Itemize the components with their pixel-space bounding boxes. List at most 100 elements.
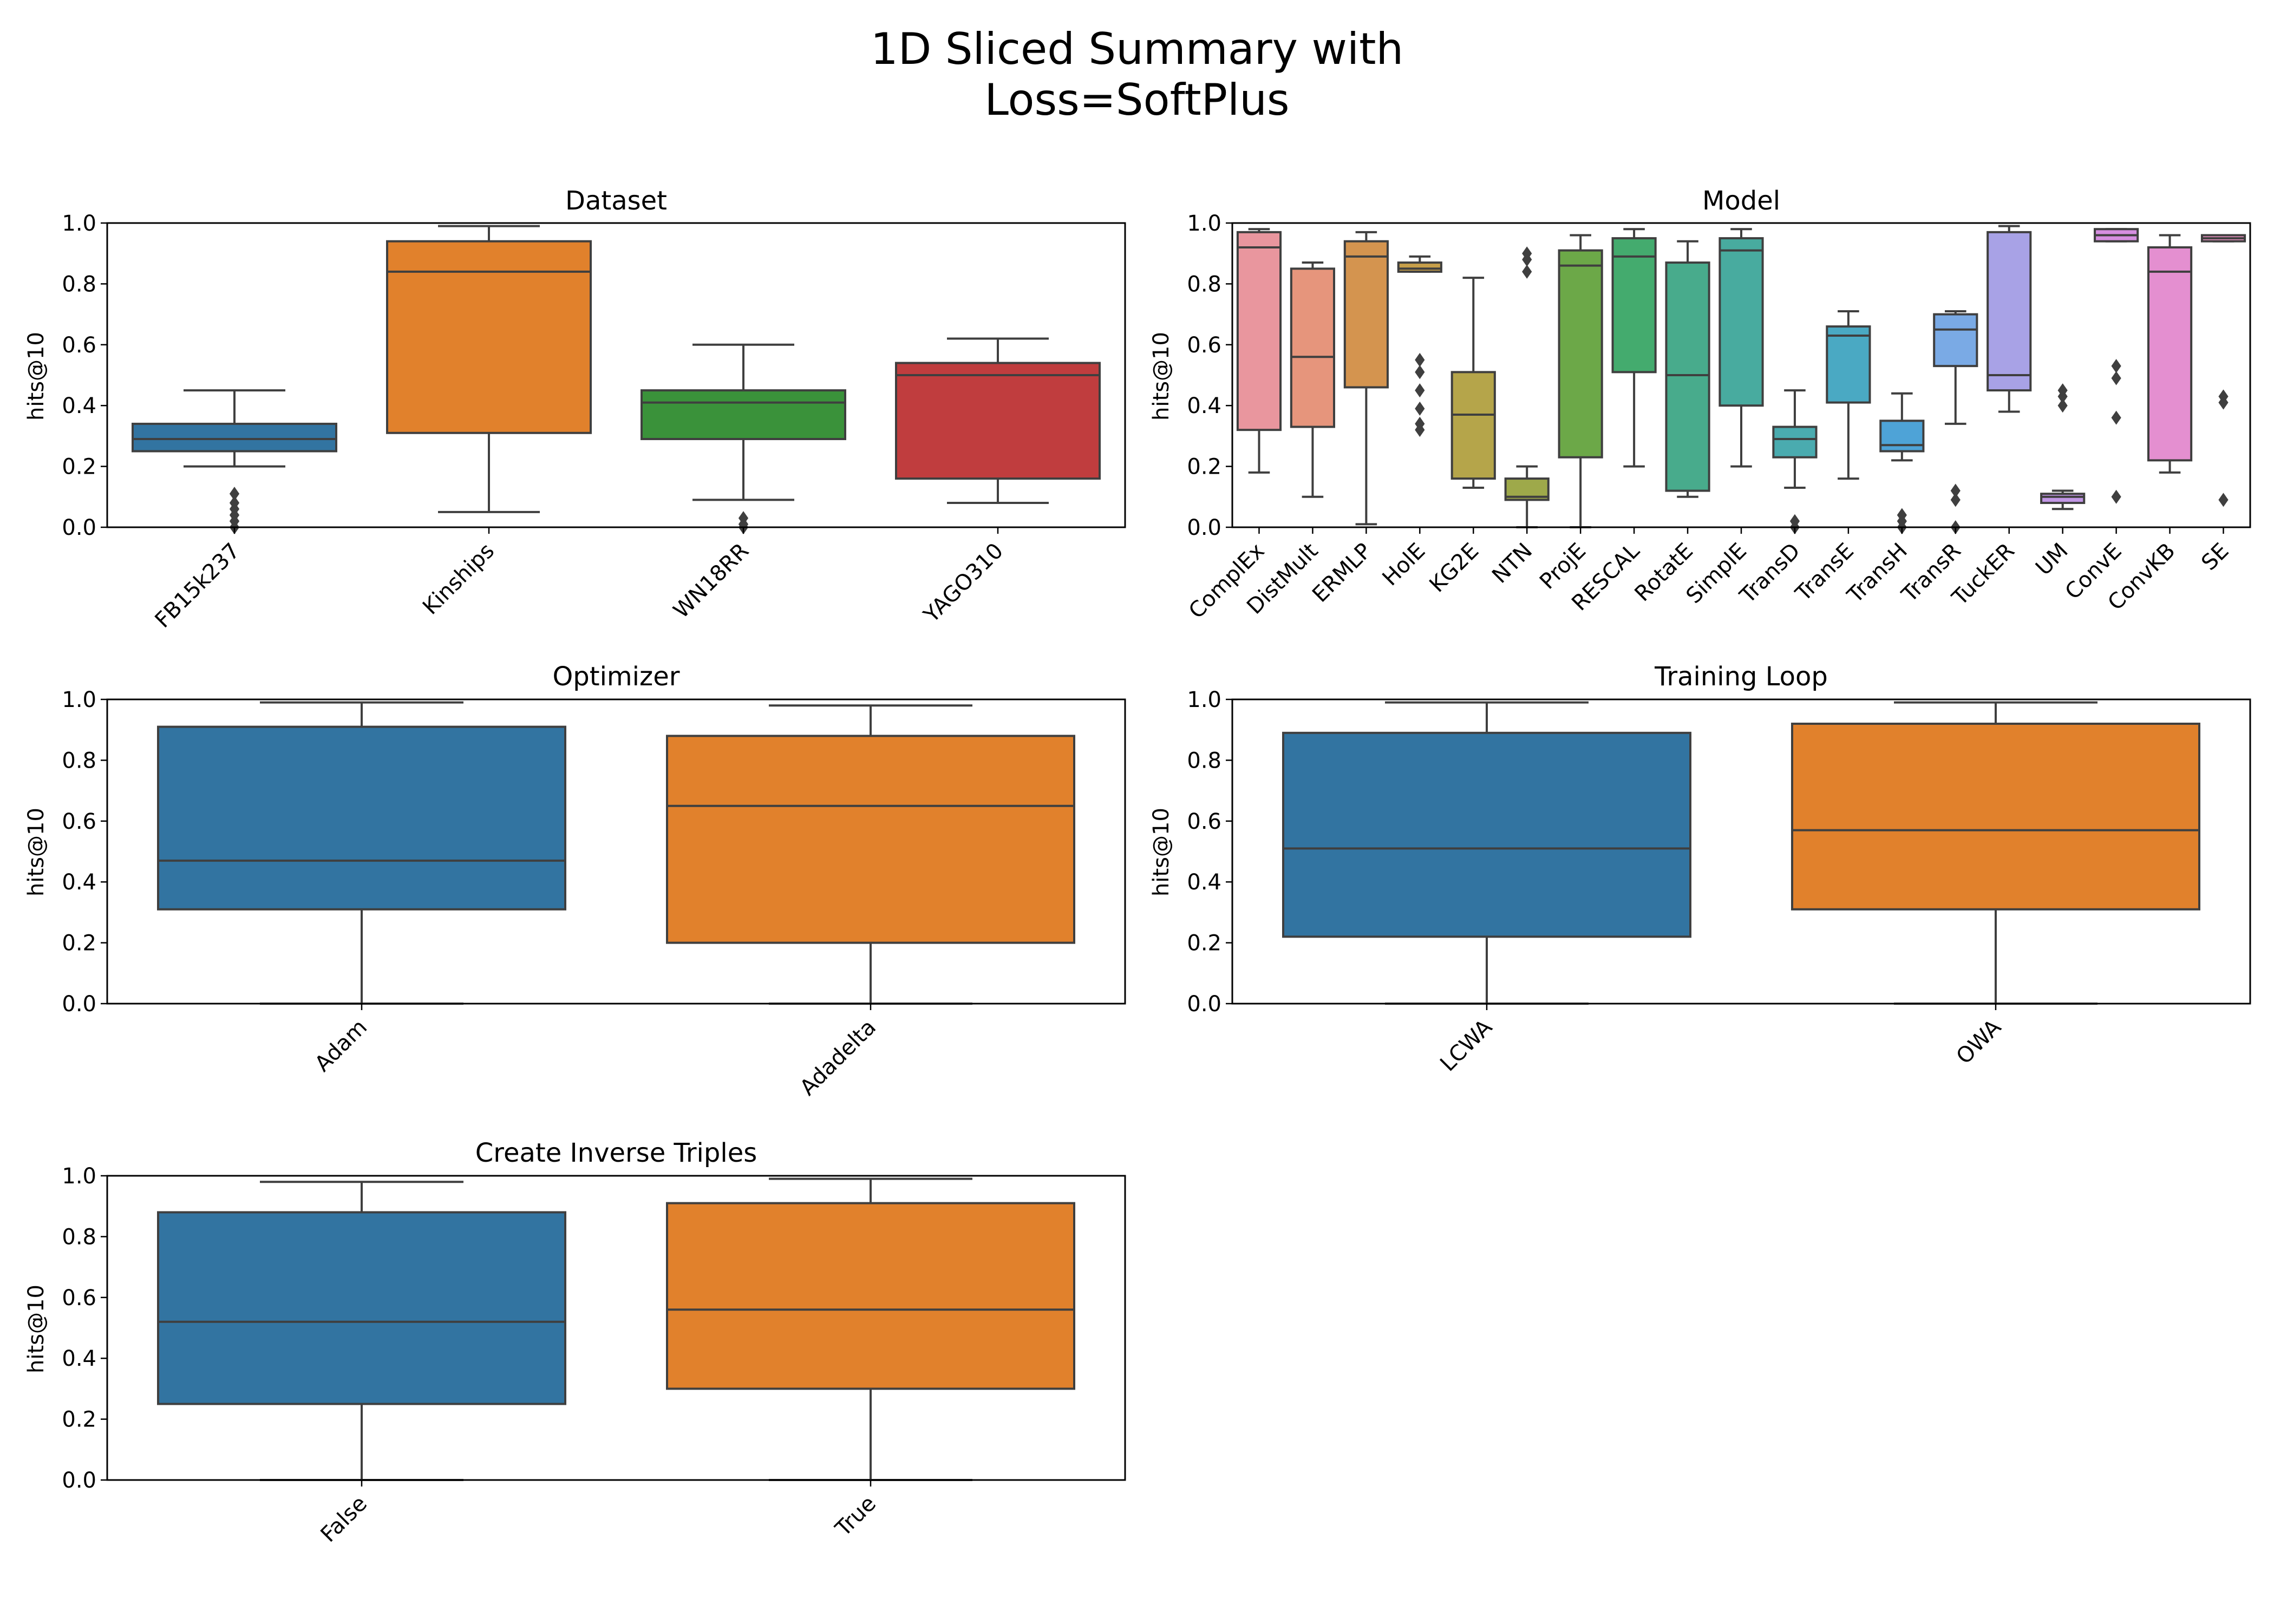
box-rotate bbox=[1665, 240, 1710, 498]
box-iqr bbox=[641, 389, 846, 441]
figure-title-line1: 1D Sliced Summary with bbox=[871, 24, 1403, 74]
y-tick-label: 0.8 bbox=[1187, 748, 1221, 773]
outlier-point bbox=[1415, 401, 1425, 416]
x-tick-label: FB15k237 bbox=[151, 539, 245, 633]
outlier-point bbox=[1950, 483, 1961, 498]
box-iqr bbox=[1397, 261, 1442, 273]
outlier-point bbox=[2057, 383, 2068, 398]
x-tick-label: Adam bbox=[310, 1015, 372, 1077]
outlier-point bbox=[1522, 264, 1532, 279]
y-tick-label: 0.0 bbox=[62, 1468, 96, 1493]
axes-frame bbox=[106, 1175, 1126, 1481]
x-tick-label: LCWA bbox=[1435, 1014, 1497, 1076]
y-tick-label: 0.2 bbox=[1187, 931, 1221, 956]
outlier-point bbox=[2111, 489, 2121, 504]
x-tick-label: TransH bbox=[1842, 539, 1912, 608]
box-iqr bbox=[157, 1211, 566, 1405]
box-simple bbox=[1718, 228, 1764, 468]
y-tick-label: 0.0 bbox=[1187, 992, 1221, 1017]
x-tick-label: TransD bbox=[1735, 539, 1805, 609]
y-tick-label: 0.8 bbox=[1187, 272, 1221, 297]
box-iqr bbox=[1791, 722, 2200, 911]
y-tick-label: 0.2 bbox=[62, 455, 96, 480]
y-axis-label: hits@10 bbox=[1149, 332, 1174, 421]
axes-frame bbox=[1231, 222, 2251, 528]
panel-title: Optimizer bbox=[553, 662, 680, 692]
y-tick-label: 0.8 bbox=[62, 272, 96, 297]
y-tick-label: 1.0 bbox=[62, 1164, 96, 1189]
y-tick-label: 0.4 bbox=[1187, 870, 1221, 895]
y-tick-label: 1.0 bbox=[1187, 687, 1221, 712]
box-se bbox=[2200, 234, 2246, 507]
x-tick-label: False bbox=[316, 1491, 373, 1548]
x-tick-label: Adadelta bbox=[795, 1015, 881, 1101]
x-tick-label: SE bbox=[2197, 539, 2233, 575]
box-complex bbox=[1236, 228, 1282, 474]
box-iqr bbox=[2147, 246, 2193, 462]
box-iqr bbox=[1879, 420, 1925, 453]
outlier-point bbox=[1415, 383, 1425, 398]
box-ntn bbox=[1504, 246, 1550, 528]
box-kinships bbox=[386, 225, 592, 513]
panel-optimizer: Optimizer hits@10 0.0 0.2 0.4 0.6 0.8 1.0 Adam… bbox=[24, 662, 1126, 1101]
outlier-point bbox=[1897, 508, 1907, 522]
y-tick-label: 0.6 bbox=[1187, 809, 1221, 834]
outlier-point bbox=[738, 511, 749, 526]
y-tick-label: 0.2 bbox=[62, 931, 96, 956]
y-axis-label: hits@10 bbox=[24, 332, 49, 421]
box-iqr bbox=[157, 725, 566, 911]
y-tick-label: 0.8 bbox=[62, 748, 96, 773]
y-axis-label: hits@10 bbox=[24, 1285, 49, 1373]
y-tick-label: 1.0 bbox=[62, 211, 96, 236]
y-tick-label: 0.0 bbox=[1187, 515, 1221, 540]
box-tucker bbox=[1987, 225, 2032, 413]
outlier-point bbox=[1415, 416, 1425, 431]
box-iqr bbox=[1558, 249, 1603, 459]
y-tick-label: 0.8 bbox=[62, 1224, 96, 1249]
axes-frame bbox=[106, 222, 1126, 528]
y-axis-label: hits@10 bbox=[24, 808, 49, 896]
panel-dataset: Dataset hits@10 0.0 0.2 0.4 0.6 0.8 1.0 FB15k2… bbox=[24, 186, 1126, 633]
box-iqr bbox=[386, 240, 592, 434]
box-false bbox=[157, 1181, 566, 1481]
x-tick-label: OWA bbox=[1952, 1014, 2007, 1069]
y-tick-label: 0.6 bbox=[62, 1286, 96, 1311]
box-iqr bbox=[2040, 493, 2086, 505]
outlier-point bbox=[1950, 493, 1961, 507]
y-tick-label: 0.0 bbox=[62, 515, 96, 540]
outlier-point bbox=[2218, 493, 2229, 507]
y-tick-label: 0.4 bbox=[62, 870, 96, 895]
y-tick-label: 0.2 bbox=[62, 1407, 96, 1432]
figure-title-line2: Loss=SoftPlus bbox=[984, 75, 1289, 125]
box-lcwa bbox=[1282, 701, 1691, 1005]
x-tick-label: UM bbox=[2031, 539, 2073, 581]
box-ermlp bbox=[1343, 231, 1389, 526]
box-yago310 bbox=[895, 337, 1101, 505]
panel-training-loop: Training Loop hits@10 0.0 0.2 0.4 0.6 0.8 1.0… bbox=[1149, 662, 2251, 1076]
box-iqr bbox=[895, 362, 1101, 480]
box-iqr bbox=[132, 422, 337, 453]
box-iqr bbox=[1987, 231, 2032, 392]
box-iqr bbox=[1718, 237, 1764, 407]
x-tick-label: Kinships bbox=[418, 539, 499, 620]
y-tick-label: 0.4 bbox=[62, 1346, 96, 1371]
y-tick-label: 0.4 bbox=[1187, 394, 1221, 418]
box-iqr bbox=[1282, 731, 1691, 938]
x-tick-label: SimplE bbox=[1681, 539, 1752, 609]
outlier-point bbox=[1789, 514, 1800, 528]
box-iqr bbox=[1236, 231, 1282, 431]
box-transh bbox=[1879, 392, 1925, 534]
box-iqr bbox=[1826, 325, 1871, 404]
box-iqr bbox=[1343, 240, 1389, 389]
box-iqr bbox=[666, 1202, 1075, 1390]
y-tick-label: 0.6 bbox=[1187, 333, 1221, 358]
x-tick-label: ERMLP bbox=[1308, 539, 1376, 607]
box-iqr bbox=[1772, 425, 1818, 459]
x-tick-label: NTN bbox=[1487, 539, 1537, 588]
box-iqr bbox=[666, 735, 1075, 944]
outlier-point bbox=[1415, 352, 1425, 367]
box-convkb bbox=[2147, 234, 2193, 474]
box-transe bbox=[1826, 310, 1871, 480]
panel-title: Training Loop bbox=[1654, 662, 1828, 692]
